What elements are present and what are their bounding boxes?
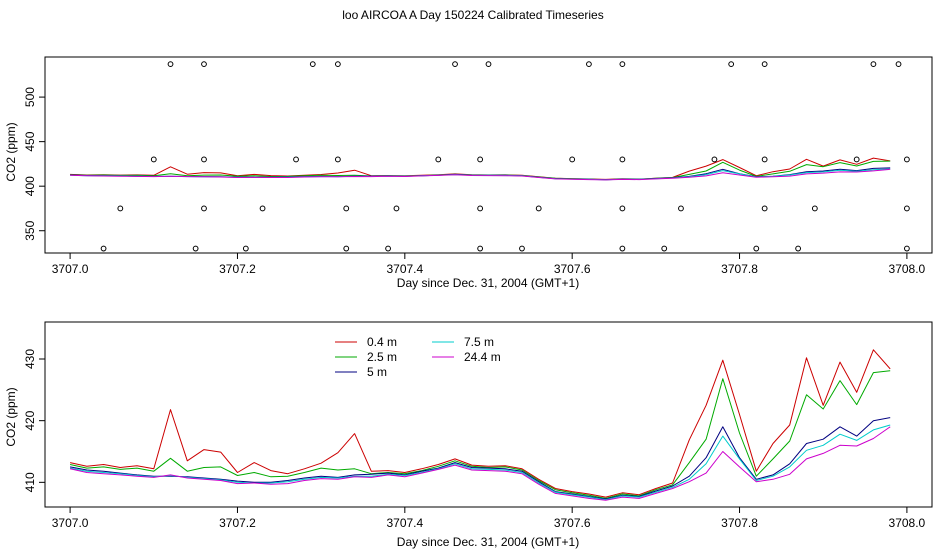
bottom-plot-frame xyxy=(44,321,933,508)
flag-point xyxy=(259,205,266,212)
flag-point xyxy=(870,61,877,68)
flag-point xyxy=(393,205,400,212)
flag-point xyxy=(569,156,576,163)
flag-point xyxy=(761,205,768,212)
bottom-x-tick-label: 3707.6 xyxy=(554,516,591,530)
bottom-y-tick-label: 430 xyxy=(23,349,37,369)
bottom-x-tick-label: 3708.0 xyxy=(889,516,926,530)
bottom-series-line-2-5-m xyxy=(69,370,891,499)
bottom-x-tick-label: 3707.0 xyxy=(52,516,89,530)
top-y-tick-label: 500 xyxy=(23,87,37,107)
flag-point xyxy=(385,245,391,252)
flag-point xyxy=(619,205,626,212)
flag-point xyxy=(535,205,542,212)
flag-point xyxy=(619,61,626,68)
bottom-x-tick-label: 3707.4 xyxy=(386,516,423,530)
flag-point xyxy=(853,156,860,163)
flag-point xyxy=(661,245,668,252)
flag-point xyxy=(334,61,341,68)
legend-label: 0.4 m xyxy=(367,335,397,349)
flag-point xyxy=(619,156,626,163)
top-x-axis-label: Day since Dec. 31, 2004 (GMT+1) xyxy=(397,276,579,290)
flag-point xyxy=(903,156,910,163)
top-x-tick-label: 3707.0 xyxy=(52,262,89,276)
top-y-tick-label: 400 xyxy=(23,176,37,196)
flag-point xyxy=(519,245,525,252)
flag-point xyxy=(761,156,768,163)
flag-point xyxy=(242,245,249,252)
flag-point xyxy=(201,61,207,68)
top-x-tick-label: 3707.4 xyxy=(386,262,423,276)
top-panel: Day since Dec. 31, 2004 (GMT+1) CO2 (ppm… xyxy=(4,56,933,290)
legend-label: 2.5 m xyxy=(367,350,397,364)
top-series-line-24-4-m xyxy=(70,168,891,181)
bottom-series-line-7-5-m xyxy=(70,424,891,501)
flag-point xyxy=(586,61,592,68)
flag-point xyxy=(343,205,350,212)
flag-point xyxy=(192,245,199,252)
flag-point xyxy=(795,245,802,252)
top-x-tick-label: 3707.6 xyxy=(554,262,591,276)
flag-point xyxy=(903,205,910,212)
bottom-y-tick-label: 420 xyxy=(23,410,37,430)
flag-point xyxy=(895,61,902,68)
flag-point xyxy=(761,61,768,68)
flag-point xyxy=(117,205,124,212)
bottom-x-axis-label: Day since Dec. 31, 2004 (GMT+1) xyxy=(397,535,579,549)
bottom-series-line-5-m xyxy=(70,417,891,500)
legend-label: 5 m xyxy=(367,365,387,379)
flag-point xyxy=(167,61,174,68)
flag-point xyxy=(343,245,350,252)
top-plot-frame xyxy=(44,56,933,254)
flag-point xyxy=(201,205,207,212)
legend: 0.4 m2.5 m5 m 7.5 m24.4 m xyxy=(335,335,501,379)
bottom-panel: Day since Dec. 31, 2004 (GMT+1) CO2 (ppm… xyxy=(4,321,933,549)
flag-point xyxy=(477,245,484,252)
bottom-series-line-0-4-m xyxy=(69,349,891,498)
flag-point xyxy=(728,61,735,68)
bottom-y-tick-label: 410 xyxy=(23,472,37,492)
flag-point xyxy=(477,156,484,163)
legend-label: 24.4 m xyxy=(464,350,501,364)
top-y-axis-label: CO2 (ppm) xyxy=(4,122,18,181)
flag-point xyxy=(309,61,316,68)
flag-point xyxy=(811,205,818,212)
bottom-y-axis-label: CO2 (ppm) xyxy=(4,387,18,446)
flag-point xyxy=(711,156,718,163)
flag-point xyxy=(678,205,684,212)
flag-point xyxy=(485,61,492,68)
flag-point xyxy=(201,156,207,163)
top-x-tick-label: 3707.2 xyxy=(219,262,256,276)
flag-point xyxy=(435,156,442,163)
flag-point xyxy=(100,245,107,252)
bottom-series-line-24-4-m xyxy=(69,426,891,501)
flag-point xyxy=(150,156,157,163)
flag-point xyxy=(619,245,626,252)
bottom-x-tick-label: 3707.2 xyxy=(219,516,256,530)
flag-point xyxy=(452,61,458,68)
flag-point xyxy=(477,205,484,212)
bottom-x-tick-label: 3707.8 xyxy=(721,516,758,530)
top-x-tick-label: 3708.0 xyxy=(889,262,926,276)
figure-title: loo AIRCOA A Day 150224 Calibrated Times… xyxy=(342,8,603,22)
top-x-tick-label: 3707.8 xyxy=(721,262,758,276)
flag-point xyxy=(293,156,299,163)
flag-point xyxy=(753,245,760,252)
top-y-tick-label: 350 xyxy=(23,220,37,240)
flag-point xyxy=(903,245,910,252)
top-y-tick-label: 450 xyxy=(23,131,37,151)
legend-label: 7.5 m xyxy=(464,335,494,349)
flag-point xyxy=(334,156,341,163)
